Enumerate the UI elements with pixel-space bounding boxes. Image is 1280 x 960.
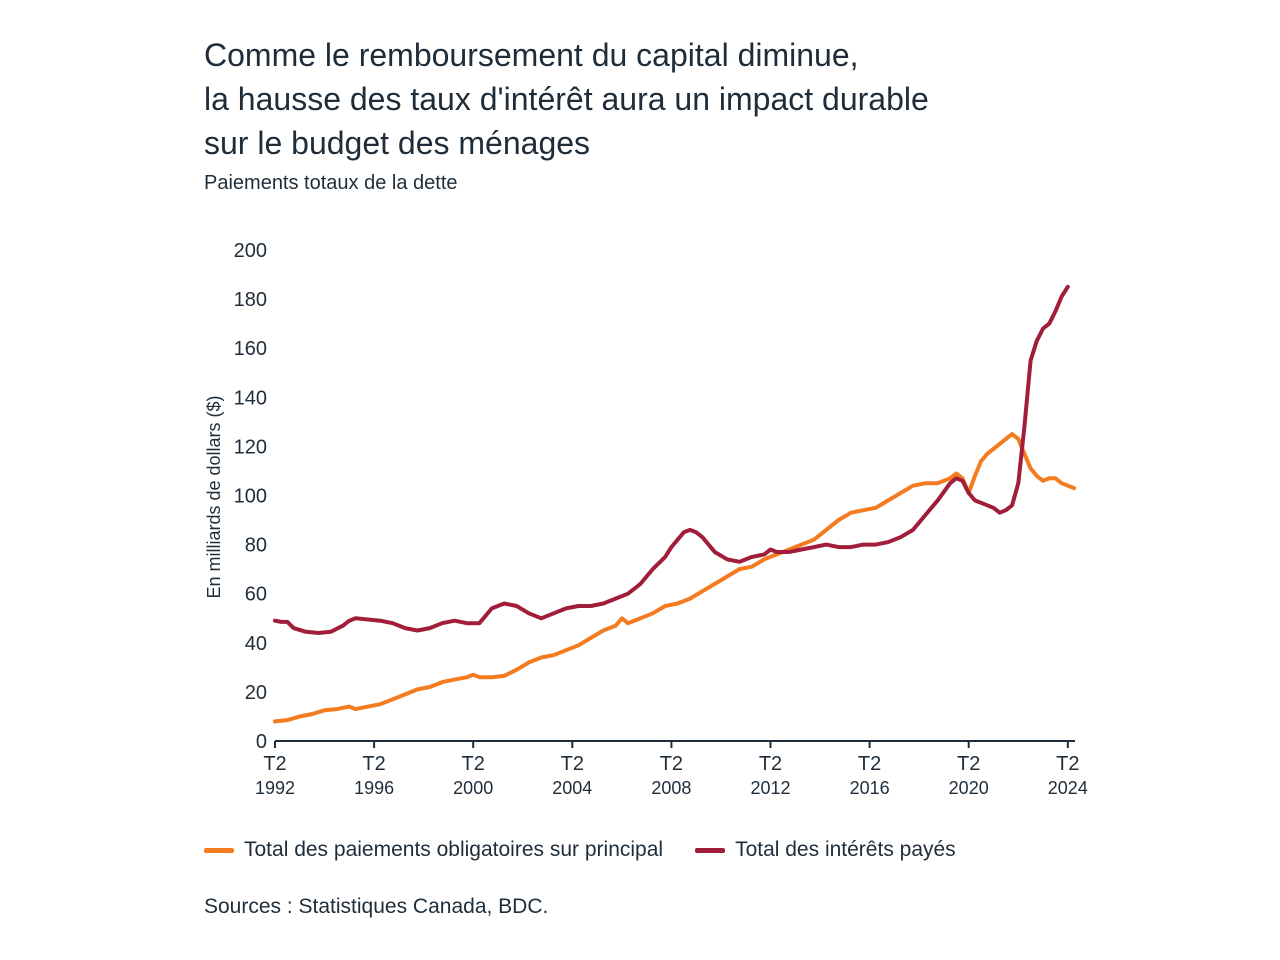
x-tick-label-top-8: T2 (1056, 753, 1079, 775)
y-tick-label-20: 20 (245, 682, 267, 704)
x-tick-label-top-2: T2 (462, 753, 485, 775)
y-tick-label-0: 0 (256, 731, 267, 753)
x-tick-label-year-1: 1996 (354, 778, 394, 798)
chart-title-line-1: Comme le remboursement du capital diminu… (204, 37, 859, 73)
chart-title-line-3: sur le budget des ménages (204, 125, 591, 161)
x-tick-label-year-7: 2020 (949, 778, 989, 798)
x-tick-label-top-0: T2 (263, 753, 286, 775)
y-tick-label-100: 100 (234, 486, 267, 508)
chart-title-line-2: la hausse des taux d'intérêt aura un imp… (204, 81, 929, 117)
x-tick-label-top-3: T2 (561, 753, 584, 775)
x-tick-label-year-8: 2024 (1048, 778, 1088, 798)
x-tick-label-year-2: 2000 (453, 778, 493, 798)
x-tick-label-top-6: T2 (858, 753, 881, 775)
x-tick-label-top-7: T2 (957, 753, 980, 775)
chart-subtitle: Paiements totaux de la dette (204, 172, 458, 194)
x-tick-label-year-4: 2008 (651, 778, 691, 798)
y-tick-label-180: 180 (234, 289, 267, 311)
x-tick-label-top-4: T2 (660, 753, 683, 775)
chart-title: Comme le remboursement du capital diminu… (204, 33, 1104, 165)
x-tick-label-year-0: 1992 (255, 778, 295, 798)
legend-label-interest: Total des intérêts payés (735, 838, 956, 861)
y-tick-label-140: 140 (234, 387, 267, 409)
legend-item-interest: Total des intérêts payés (695, 838, 956, 862)
y-tick-label-160: 160 (234, 338, 267, 360)
legend-swatch-principal (204, 847, 234, 853)
y-tick-label-60: 60 (245, 584, 267, 606)
x-tick-label-top-1: T2 (362, 753, 385, 775)
y-tick-label-200: 200 (234, 240, 267, 262)
legend-label-principal: Total des paiements obligatoires sur pri… (244, 838, 664, 861)
x-tick-label-year-3: 2004 (552, 778, 592, 798)
series-line-interest (273, 284, 1070, 635)
legend-swatch-interest (695, 847, 726, 853)
source-note: Sources : Statistiques Canada, BDC. (204, 895, 549, 918)
y-tick-label-80: 80 (245, 535, 267, 557)
x-tick-label-top-5: T2 (759, 753, 782, 775)
y-tick-label-120: 120 (234, 436, 267, 458)
x-tick-label-year-5: 2012 (750, 778, 790, 798)
series-line-principal (273, 432, 1076, 724)
y-tick-label-40: 40 (245, 633, 267, 655)
y-axis-label: En milliards de dollars ($) (204, 395, 224, 598)
legend-item-principal: Total des paiements obligatoires sur pri… (204, 838, 663, 862)
chart-legend: Total des paiements obligatoires sur pri… (204, 838, 988, 862)
x-tick-label-year-6: 2016 (850, 778, 890, 798)
